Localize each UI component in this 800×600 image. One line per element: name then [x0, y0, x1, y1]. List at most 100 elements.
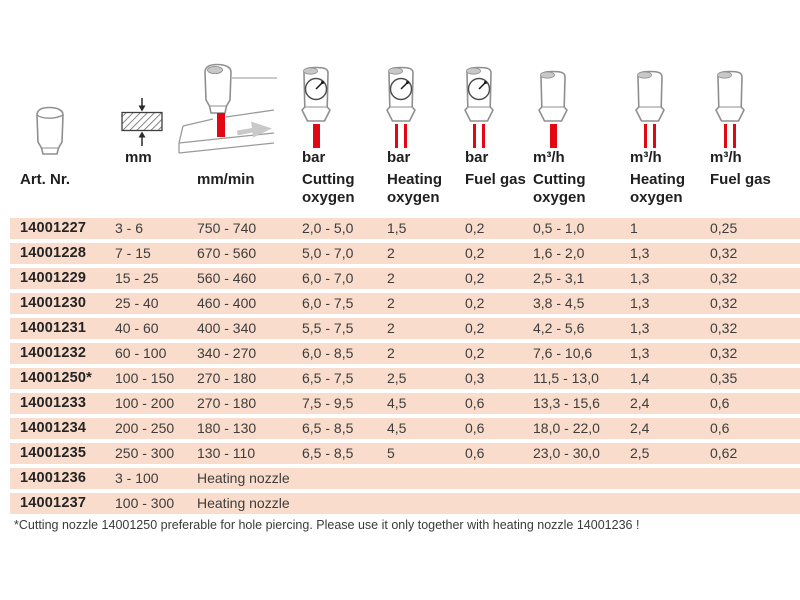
cell-m3h_heat: 1,3 [630, 245, 650, 261]
cell-m3h_fuel: 0,25 [710, 220, 738, 236]
cell-m3h_heat: 2,4 [630, 420, 650, 436]
cell-m3h_heat: 1,3 [630, 270, 650, 286]
cell-bar_cut: 6,5 - 7,5 [302, 370, 354, 386]
cell-bar_cut: 5,5 - 7,5 [302, 320, 354, 336]
cell-m3h_heat: 1,3 [630, 295, 650, 311]
header-unit: bar [302, 149, 326, 166]
cell-mm: 250 - 300 [115, 445, 175, 461]
table-row: 14001236 3 - 100 Heating nozzle [10, 468, 800, 489]
cell-bar_cut: 6,5 - 8,5 [302, 445, 354, 461]
nozzle-icon [30, 104, 115, 162]
cell-m3h_heat: 1 [630, 220, 638, 236]
cell-art: 14001236 [20, 470, 87, 486]
cell-bar_heat: 2,5 [387, 370, 407, 386]
header-thickness-mm: mm [115, 0, 197, 218]
cell-m3h_fuel: 0,32 [710, 320, 738, 336]
cell-bar_heat: 2 [387, 270, 395, 286]
cell-m3h_fuel: 0,62 [710, 445, 738, 461]
header-label: Fuel gas [465, 171, 526, 188]
cell-m3h_cut: 23,0 - 30,0 [533, 445, 600, 461]
cell-bar_fuel: 0,2 [465, 220, 485, 236]
header-bar-heating-oxygen: bar Heating oxygen [386, 0, 465, 218]
table-row: 14001250* 100 - 150 270 - 180 6,5 - 7,5 2,5 0… [10, 368, 800, 389]
cell-bar_fuel: 0,6 [465, 445, 485, 461]
cell-bar_fuel: 0,6 [465, 420, 485, 436]
header-label: Fuel gas [710, 171, 771, 188]
cell-bar_cut: 6,5 - 8,5 [302, 420, 354, 436]
cell-bar_cut: 6,0 - 7,0 [302, 270, 354, 286]
cell-speed: 180 - 130 [197, 420, 257, 436]
table-row: 14001228 7 - 15 670 - 560 5,0 - 7,0 2 0,2 1,6 … [10, 243, 800, 264]
heating-flame-jets [395, 124, 407, 148]
cell-bar_heat: 5 [387, 445, 395, 461]
header-bar-fuel-gas: bar Fuel gas [464, 0, 533, 218]
cell-speed: 400 - 340 [197, 320, 257, 336]
cell-speed: 270 - 180 [197, 370, 257, 386]
cell-m3h_fuel: 0,35 [710, 370, 738, 386]
cell-speed: Heating nozzle [197, 470, 290, 486]
cell-art: 14001227 [20, 220, 87, 236]
header-m3h-heating-oxygen: m³/h Heating oxygen [630, 0, 710, 218]
cell-bar_cut: 6,0 - 8,5 [302, 345, 354, 361]
cell-m3h_fuel: 0,32 [710, 295, 738, 311]
cell-art: 14001230 [20, 295, 87, 311]
cell-m3h_fuel: 0,32 [710, 245, 738, 261]
cell-mm: 3 - 6 [115, 220, 144, 236]
cell-m3h_fuel: 0,6 [710, 420, 730, 436]
fuel-gas-jets [473, 124, 485, 148]
cell-art: 14001234 [20, 420, 87, 436]
cutting-oxygen-jet [549, 124, 557, 148]
cutting-oxygen-jet [312, 124, 320, 148]
cell-mm: 100 - 200 [115, 395, 175, 411]
flow-nozzle-icon [628, 69, 672, 148]
cell-speed: Heating nozzle [197, 495, 290, 511]
cell-mm: 25 - 40 [115, 295, 159, 311]
fuel-gas-jets [724, 124, 736, 148]
cell-bar_heat: 1,5 [387, 220, 407, 236]
plate-thickness-icon [119, 98, 197, 146]
table-row: 14001232 60 - 100 340 - 270 6,0 - 8,5 2 0,2 7,… [10, 343, 800, 364]
header-m3h-cutting-oxygen: m³/h Cutting oxygen [533, 0, 630, 218]
table-row: 14001233 100 - 200 270 - 180 7,5 - 9,5 4,5 0,… [10, 393, 800, 414]
header-label: Cutting oxygen [302, 171, 355, 206]
cell-speed: 670 - 560 [197, 245, 257, 261]
header-label: Cutting oxygen [533, 171, 586, 206]
flow-nozzle-icon [708, 69, 752, 148]
cell-art: 14001231 [20, 320, 87, 336]
table-header: Art. Nr. mm [10, 0, 800, 218]
header-unit [197, 148, 302, 169]
cell-bar_cut: 5,0 - 7,0 [302, 245, 354, 261]
cell-m3h_cut: 7,6 - 10,6 [533, 345, 593, 361]
header-label: Heating oxygen [387, 171, 443, 206]
cell-m3h_cut: 11,5 - 13,0 [533, 370, 599, 386]
cell-m3h_fuel: 0,6 [710, 395, 730, 411]
cell-art: 14001237 [20, 495, 87, 511]
header-label [115, 169, 197, 218]
table-body: 14001227 3 - 6 750 - 740 2,0 - 5,0 1,5 0,2 0,5… [10, 218, 800, 514]
header-bar-cutting-oxygen: bar Cutting oxygen [301, 0, 387, 218]
cell-art: 14001233 [20, 395, 87, 411]
cell-mm: 7 - 15 [115, 245, 151, 261]
cell-m3h_cut: 0,5 - 1,0 [533, 220, 585, 236]
cell-art: 14001229 [20, 270, 87, 286]
cell-m3h_cut: 3,8 - 4,5 [533, 295, 585, 311]
cell-bar_heat: 4,5 [387, 395, 407, 411]
cell-speed: 270 - 180 [197, 395, 257, 411]
cell-mm: 3 - 100 [115, 470, 159, 486]
cutting-speed-icon [177, 62, 302, 166]
cell-bar_fuel: 0,3 [465, 370, 485, 386]
cell-speed: 130 - 110 [197, 445, 256, 461]
pressure-gauge-nozzle-icon [379, 65, 423, 148]
cell-speed: 560 - 460 [197, 270, 257, 286]
table-row: 14001230 25 - 40 460 - 400 6,0 - 7,5 2 0,2 3,8… [10, 293, 800, 314]
header-unit: m³/h [630, 149, 662, 166]
header-m3h-fuel-gas: m³/h Fuel gas [710, 0, 790, 218]
cell-bar_fuel: 0,2 [465, 245, 485, 261]
pressure-gauge-nozzle-icon [457, 65, 501, 148]
cell-mm: 40 - 60 [115, 320, 159, 336]
cell-art: 14001250* [20, 370, 92, 386]
cell-art: 14001235 [20, 445, 87, 461]
cell-m3h_heat: 1,3 [630, 320, 650, 336]
table-row: 14001229 15 - 25 560 - 460 6,0 - 7,0 2 0,2 2,5… [10, 268, 800, 289]
